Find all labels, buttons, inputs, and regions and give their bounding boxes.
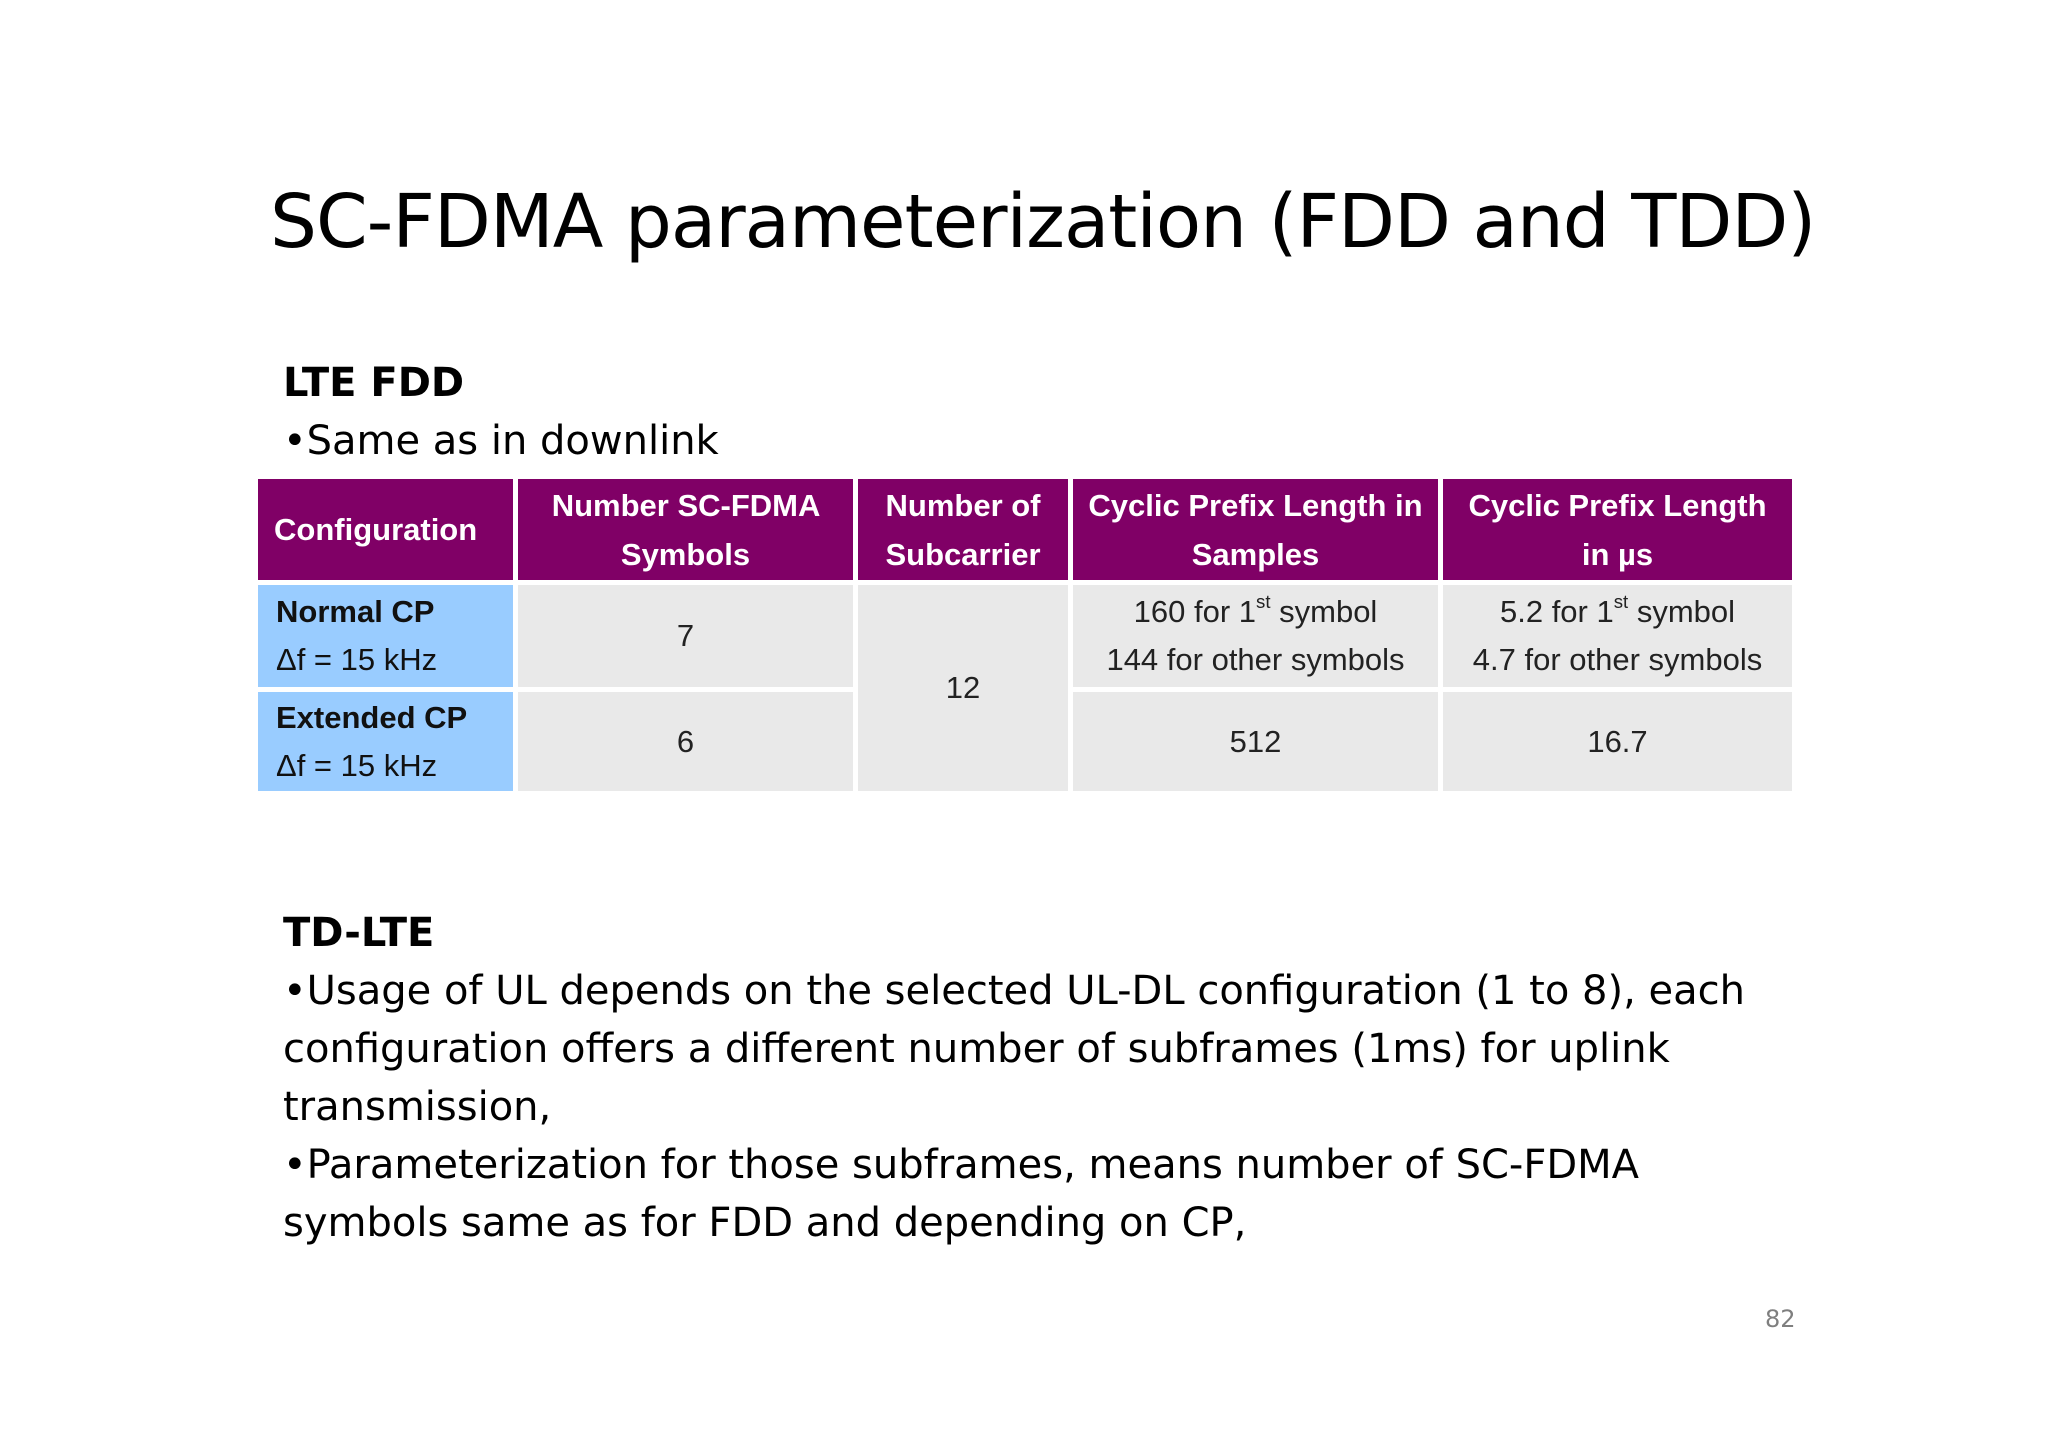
td-lte-bullet-parameterization: •Parameterization for those subframes, m… — [283, 1142, 1640, 1246]
td-lte-section: TD-LTE •Usage of UL depends on the selec… — [283, 904, 1803, 1252]
config-extended-cp-spacing: Δf = 15 kHz — [276, 747, 438, 783]
page-number: 82 — [1765, 1305, 1796, 1333]
normal-cp-samples-first-value: 160 for 1 — [1133, 594, 1257, 629]
header-cp-length-samples: Cyclic Prefix Length in Samples — [1073, 479, 1438, 580]
normal-cp-length-us: 5.2 for 1st symbol 4.7 for other symbols — [1443, 585, 1792, 687]
table-header-row: Configuration Number SC-FDMA Symbols Num… — [258, 479, 1792, 580]
sc-fdma-parameter-table: Configuration Number SC-FDMA Symbols Num… — [253, 474, 1797, 796]
header-number-subcarrier: Number of Subcarrier — [858, 479, 1068, 580]
header-number-symbols: Number SC-FDMA Symbols — [518, 479, 853, 580]
config-extended-cp-name: Extended CP — [276, 699, 468, 735]
extended-cp-length-samples: 512 — [1073, 692, 1438, 791]
normal-cp-samples-other: 144 for other symbols — [1106, 642, 1405, 677]
normal-cp-symbols: 7 — [518, 585, 853, 687]
subcarrier-count: 12 — [858, 585, 1068, 791]
normal-cp-us-first: 5.2 for 1st symbol — [1449, 588, 1786, 636]
header-configuration: Configuration — [258, 479, 513, 580]
td-lte-bullet-ul-usage: •Usage of UL depends on the selected UL-… — [283, 968, 1745, 1130]
header-cp-length-samples-line1: Cyclic Prefix Length — [1088, 487, 1387, 523]
extended-cp-symbols: 6 — [518, 692, 853, 791]
slide-title: SC-FDMA parameterization (FDD and TDD) — [270, 179, 1816, 265]
header-cp-length-samples-line2: in Samples — [1191, 487, 1423, 572]
lte-fdd-heading: LTE FDD — [283, 360, 465, 406]
td-lte-heading: TD-LTE — [283, 910, 435, 956]
header-cp-length-us-line2: Length in µs — [1581, 487, 1767, 572]
normal-cp-length-samples: 160 for 1st symbol 144 for other symbols — [1073, 585, 1438, 687]
config-extended-cp: Extended CP Δf = 15 kHz — [258, 692, 513, 791]
table-row-normal-cp: Normal CP Δf = 15 kHz 7 12 160 for 1st s… — [258, 585, 1792, 791]
table-row-extended-cp: Extended CP Δf = 15 kHz 6 512 16.7 — [258, 692, 1792, 791]
normal-cp-samples-first: 160 for 1st symbol — [1079, 588, 1432, 636]
header-cp-length-us: Cyclic Prefix Length in µs — [1443, 479, 1792, 580]
header-cp-length-us-line1: Cyclic Prefix — [1468, 487, 1655, 523]
header-number-subcarrier-line1: Number of — [885, 487, 1041, 523]
normal-cp-us-first-suffix: symbol — [1628, 594, 1736, 629]
config-normal-cp-name: Normal CP — [276, 594, 435, 629]
normal-cp-us-first-sup: st — [1613, 591, 1629, 613]
normal-cp-us-first-value: 5.2 for 1 — [1499, 594, 1614, 629]
header-number-symbols-line2: Symbols — [620, 536, 751, 572]
config-normal-cp: Normal CP Δf = 15 kHz — [258, 585, 513, 687]
lte-fdd-bullet: •Same as in downlink — [283, 418, 719, 464]
normal-cp-us-other: 4.7 for other symbols — [1472, 642, 1763, 677]
lte-fdd-section: LTE FDD •Same as in downlink — [283, 354, 719, 470]
config-normal-cp-spacing: Δf = 15 kHz — [276, 642, 438, 677]
normal-cp-samples-first-sup: st — [1256, 591, 1271, 613]
header-number-symbols-line1: Number SC-FDMA — [551, 487, 820, 523]
header-number-subcarrier-line2: Subcarrier — [885, 536, 1041, 572]
normal-cp-samples-first-suffix: symbol — [1270, 594, 1378, 629]
extended-cp-length-us: 16.7 — [1443, 692, 1792, 791]
